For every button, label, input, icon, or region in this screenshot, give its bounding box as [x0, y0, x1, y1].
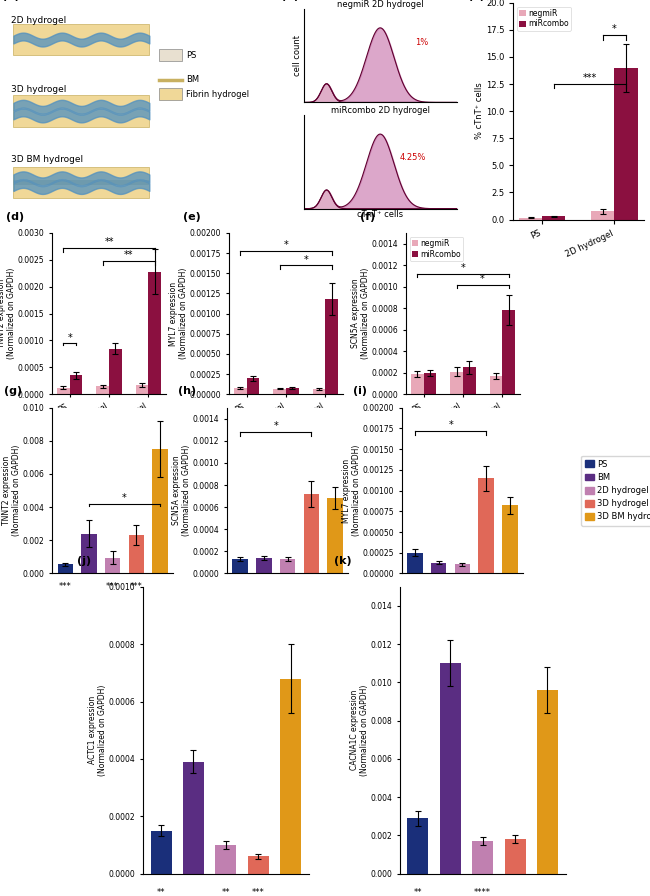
Text: (j): (j) — [77, 556, 91, 566]
Bar — [542, 217, 566, 220]
Text: *: * — [122, 494, 127, 504]
Text: 2D hydrogel: 2D hydrogel — [11, 16, 66, 25]
Bar — [248, 857, 268, 874]
Bar — [148, 271, 161, 394]
Bar — [424, 373, 436, 394]
Bar — [274, 389, 286, 394]
Bar — [96, 386, 109, 394]
Bar — [159, 89, 181, 100]
Bar — [313, 389, 325, 394]
Bar — [504, 840, 526, 874]
Bar — [81, 534, 97, 573]
Bar — [57, 564, 73, 573]
Bar — [450, 372, 463, 394]
Bar — [614, 68, 638, 220]
Y-axis label: MYL7 expression
(Normalized on GAPDH): MYL7 expression (Normalized on GAPDH) — [169, 268, 188, 359]
Bar — [502, 310, 515, 394]
Text: (k): (k) — [333, 556, 351, 566]
Bar — [233, 559, 248, 573]
Bar — [411, 374, 424, 394]
Bar — [280, 559, 295, 573]
Bar — [14, 167, 150, 198]
Text: PS: PS — [186, 51, 196, 60]
Text: (h): (h) — [179, 386, 196, 396]
Bar — [489, 376, 502, 394]
Text: *: * — [480, 274, 485, 284]
Bar — [280, 678, 301, 874]
Bar — [472, 841, 493, 874]
Text: (d): (d) — [6, 212, 25, 222]
Y-axis label: MYL7 expression
(Normalized on GAPDH): MYL7 expression (Normalized on GAPDH) — [342, 445, 361, 536]
Text: *: * — [448, 420, 453, 430]
Text: **: ** — [104, 237, 114, 247]
Bar — [325, 299, 338, 394]
Bar — [304, 494, 319, 573]
Bar — [57, 388, 70, 394]
Text: BM: BM — [186, 75, 200, 84]
Text: ***: *** — [106, 582, 119, 590]
Y-axis label: TNNT2 expression
(Normalized on GAPDH): TNNT2 expression (Normalized on GAPDH) — [0, 268, 16, 359]
Y-axis label: TNNT2 expression
(Normalized on GAPDH): TNNT2 expression (Normalized on GAPDH) — [2, 445, 21, 536]
Bar — [136, 385, 148, 394]
Text: Fibrin hydrogel: Fibrin hydrogel — [186, 90, 250, 99]
Bar — [502, 505, 517, 573]
Text: ***: *** — [130, 582, 142, 590]
Bar — [14, 24, 150, 56]
Bar — [440, 663, 461, 874]
Text: ***: *** — [59, 582, 72, 590]
Bar — [234, 388, 247, 394]
Bar — [408, 553, 422, 573]
Legend: negmiR, miRcombo: negmiR, miRcombo — [410, 237, 463, 261]
Bar — [159, 49, 181, 61]
Text: ****: **** — [474, 888, 491, 896]
Bar — [519, 218, 542, 220]
Text: **: ** — [413, 888, 422, 896]
Legend: negmiR, miRcombo: negmiR, miRcombo — [517, 6, 571, 30]
Text: (e): (e) — [183, 212, 201, 222]
Text: **: ** — [157, 888, 165, 896]
Text: (g): (g) — [3, 386, 21, 396]
Bar — [256, 558, 272, 573]
Bar — [408, 818, 428, 874]
Bar — [14, 96, 150, 126]
Bar — [247, 378, 259, 394]
Text: **: ** — [124, 250, 133, 260]
Text: ***: *** — [583, 73, 597, 83]
Text: *: * — [273, 421, 278, 431]
Text: *: * — [283, 240, 289, 250]
Text: **: ** — [222, 888, 230, 896]
Bar — [431, 563, 447, 573]
Text: (i): (i) — [354, 386, 367, 396]
Bar — [286, 388, 298, 394]
Text: (f): (f) — [360, 212, 376, 222]
Text: *: * — [461, 263, 465, 273]
Bar — [14, 180, 150, 185]
Text: *: * — [68, 333, 72, 343]
Bar — [70, 375, 83, 394]
Text: 3D BM hydrogel: 3D BM hydrogel — [11, 155, 83, 164]
Text: ***: *** — [252, 888, 265, 896]
Bar — [327, 498, 343, 573]
Text: 3D hydrogel: 3D hydrogel — [11, 85, 66, 94]
Y-axis label: % cTnT⁺ cells: % cTnT⁺ cells — [475, 82, 484, 140]
Legend: PS, BM, 2D hydrogel, 3D hydrogel, 3D BM hydrogel: PS, BM, 2D hydrogel, 3D hydrogel, 3D BM … — [581, 455, 650, 526]
Bar — [152, 449, 168, 573]
Bar — [215, 845, 237, 874]
Y-axis label: CACNA1C expression
(Normalized on GAPDH): CACNA1C expression (Normalized on GAPDH) — [350, 685, 369, 776]
Bar — [592, 211, 614, 220]
Bar — [105, 557, 120, 573]
Y-axis label: SCN5A expression
(Normalized on GAPDH): SCN5A expression (Normalized on GAPDH) — [351, 268, 370, 359]
Bar — [478, 478, 494, 573]
Bar — [455, 564, 470, 573]
Text: *: * — [612, 24, 617, 34]
Bar — [537, 690, 558, 874]
Bar — [151, 831, 172, 874]
Y-axis label: ACTC1 expression
(Normalized on GAPDH): ACTC1 expression (Normalized on GAPDH) — [88, 685, 107, 776]
Y-axis label: SCN5A expression
(Normalized on GAPDH): SCN5A expression (Normalized on GAPDH) — [172, 445, 191, 536]
Bar — [183, 762, 204, 874]
Text: *: * — [304, 254, 308, 264]
Bar — [129, 535, 144, 573]
Bar — [463, 367, 476, 394]
Bar — [109, 349, 122, 394]
